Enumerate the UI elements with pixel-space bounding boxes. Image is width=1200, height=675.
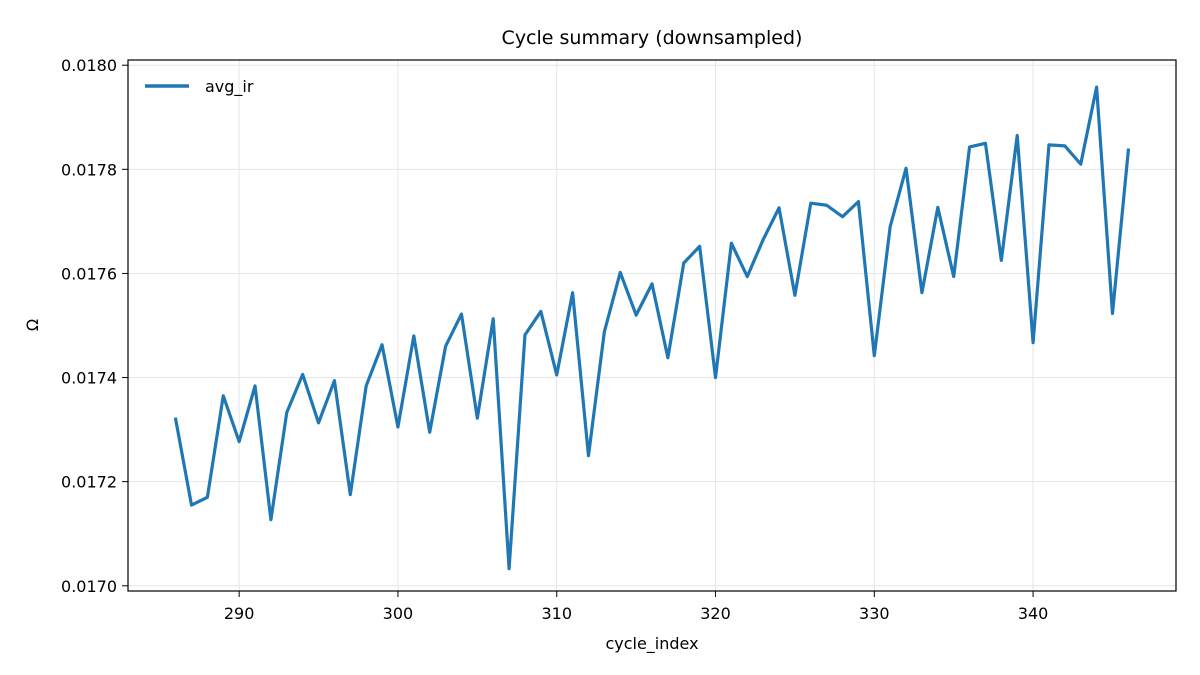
x-axis-ticks: 290 300 310 320 330 340 (224, 591, 1048, 623)
legend: avg_ir (145, 77, 254, 97)
series-layer (173, 85, 1131, 571)
y-axis-label: Ω (23, 319, 42, 331)
x-tick-label: 340 (1018, 604, 1049, 623)
plot-area-frame (127, 59, 1177, 592)
y-axis-ticks: 0.0170 0.0172 0.0174 0.0176 0.0178 0.0180 (61, 56, 128, 596)
x-tick-label: 330 (859, 604, 890, 623)
legend-label-avg-ir: avg_ir (205, 77, 254, 97)
series-line-avg-ir (173, 85, 1131, 571)
y-tick-label: 0.0172 (61, 473, 117, 492)
y-tick-label: 0.0176 (61, 264, 117, 283)
x-tick-label: 300 (383, 604, 414, 623)
x-tick-label: 290 (224, 604, 255, 623)
y-tick-label: 0.0170 (61, 577, 117, 596)
y-tick-label: 0.0174 (61, 369, 117, 388)
x-tick-label: 310 (541, 604, 572, 623)
y-tick-label: 0.0178 (61, 160, 117, 179)
chart-title: Cycle summary (downsampled) (502, 27, 803, 49)
x-tick-label: 320 (700, 604, 731, 623)
y-tick-label: 0.0180 (61, 56, 117, 75)
x-axis-label: cycle_index (605, 634, 698, 654)
